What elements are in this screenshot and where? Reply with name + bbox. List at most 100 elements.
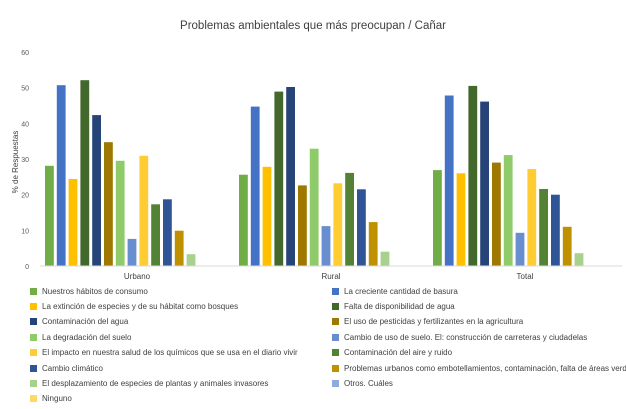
bar bbox=[456, 173, 466, 266]
y-tick-label: 0 bbox=[25, 264, 29, 271]
bar bbox=[433, 170, 442, 266]
bar bbox=[380, 251, 390, 266]
bar bbox=[444, 95, 454, 266]
y-tick-label: 40 bbox=[21, 121, 29, 128]
bar bbox=[139, 155, 149, 266]
bar bbox=[127, 238, 137, 266]
bar bbox=[503, 155, 513, 266]
legend-label: Otros. Cuáles bbox=[344, 378, 393, 388]
legend-swatch bbox=[332, 302, 339, 310]
bar bbox=[492, 162, 501, 266]
legend-item: Contaminación del agua bbox=[30, 315, 128, 329]
legend-label: La extinción de especies y de su hábitat… bbox=[42, 301, 239, 311]
legend-swatch bbox=[332, 379, 339, 387]
legend-item: La creciente cantidad de basura bbox=[332, 284, 458, 298]
legend-label: Falta de disponibilidad de agua bbox=[344, 301, 455, 311]
legend-label: El uso de pesticidas y fertilizantes en … bbox=[344, 317, 524, 327]
legend-swatch bbox=[30, 349, 37, 357]
legend-swatch bbox=[332, 333, 339, 341]
bar bbox=[186, 254, 196, 266]
legend-item: La degradación del suelo bbox=[30, 330, 131, 344]
legend-item: La extinción de especies y de su hábitat… bbox=[30, 299, 238, 313]
bar bbox=[151, 204, 160, 266]
bar bbox=[104, 142, 113, 266]
bar bbox=[262, 166, 272, 266]
legend-swatch bbox=[30, 287, 37, 295]
y-tick-label: 20 bbox=[21, 193, 29, 200]
bar bbox=[468, 85, 478, 267]
bar bbox=[92, 115, 101, 266]
legend-swatch bbox=[30, 379, 37, 387]
legend-label: Cambio de uso de suelo. El: construcción… bbox=[344, 332, 588, 342]
legend-item: Nuestros hábitos de consumo bbox=[30, 284, 148, 298]
bar bbox=[68, 179, 78, 266]
bar bbox=[357, 189, 366, 266]
bar bbox=[480, 101, 489, 266]
chart-title: Problemas ambientales que más preocupan … bbox=[180, 20, 446, 32]
x-tick-label: Total bbox=[517, 272, 534, 281]
legend-item: Problemas urbanos como embotellamientos,… bbox=[332, 361, 626, 375]
bar bbox=[345, 172, 354, 266]
bar bbox=[574, 253, 584, 266]
legend-label: La degradación del suelo bbox=[42, 332, 132, 342]
x-tick-label: Rural bbox=[321, 272, 340, 281]
legend-label: Contaminación del agua bbox=[42, 317, 129, 327]
bar bbox=[368, 222, 378, 266]
legend-item: Cambio de uso de suelo. El: construcción… bbox=[332, 330, 587, 344]
legend-label: El impacto en nuestra salud de los quími… bbox=[42, 348, 298, 358]
legend-swatch bbox=[30, 364, 37, 372]
bar bbox=[298, 185, 307, 266]
bar bbox=[333, 183, 343, 266]
legend-item: Falta de disponibilidad de agua bbox=[332, 299, 455, 313]
legend-label: Cambio climático bbox=[42, 363, 103, 373]
legend-label: El desplazamiento de especies de plantas… bbox=[42, 378, 269, 388]
y-tick-label: 10 bbox=[21, 228, 29, 235]
legend-item: El uso de pesticidas y fertilizantes en … bbox=[332, 315, 523, 329]
legend-swatch bbox=[30, 318, 37, 326]
legend-swatch bbox=[332, 287, 339, 295]
bar bbox=[527, 169, 537, 266]
legend-swatch bbox=[30, 395, 37, 403]
legend-swatch bbox=[332, 349, 339, 357]
bar bbox=[174, 230, 184, 266]
legend-swatch bbox=[30, 333, 37, 341]
legend-label: Nuestros hábitos de consumo bbox=[42, 286, 148, 296]
bar bbox=[163, 199, 172, 266]
y-axis-label: % de Respuestas bbox=[11, 131, 20, 194]
x-tick-label: Urbano bbox=[124, 272, 151, 281]
y-tick-label: 30 bbox=[21, 157, 29, 164]
bar bbox=[539, 189, 548, 266]
legend-label: Problemas urbanos como embotellamientos,… bbox=[344, 363, 626, 373]
legend-swatch bbox=[332, 364, 339, 372]
y-tick-label: 60 bbox=[21, 50, 29, 57]
legend-item: El desplazamiento de especies de plantas… bbox=[30, 376, 268, 390]
y-tick-label: 50 bbox=[21, 86, 29, 93]
legend-swatch bbox=[30, 302, 37, 310]
legend-item: Contaminación del aire y ruido bbox=[332, 346, 452, 360]
bar bbox=[321, 226, 331, 266]
legend-label: La creciente cantidad de basura bbox=[344, 286, 458, 296]
bar bbox=[45, 165, 54, 266]
bar bbox=[551, 194, 560, 266]
bar bbox=[309, 148, 319, 266]
legend-label: Contaminación del aire y ruido bbox=[344, 348, 453, 358]
bar bbox=[250, 106, 260, 266]
legend-item: Otros. Cuáles bbox=[332, 376, 393, 390]
legend-item: Ninguno bbox=[30, 392, 72, 406]
legend-swatch bbox=[332, 318, 339, 326]
legend-item: El impacto en nuestra salud de los quími… bbox=[30, 346, 298, 360]
bar bbox=[115, 160, 125, 266]
bar bbox=[80, 80, 90, 266]
bar bbox=[56, 85, 66, 266]
bar bbox=[562, 226, 572, 266]
bar bbox=[515, 232, 525, 266]
bar bbox=[286, 87, 295, 266]
x-axis-ticks: Urbano Rural Total bbox=[124, 272, 534, 281]
bar bbox=[239, 174, 248, 266]
legend-item: Cambio climático bbox=[30, 361, 103, 375]
y-axis-ticks: 0 10 20 30 40 50 60 bbox=[21, 50, 29, 271]
bars bbox=[45, 80, 584, 267]
bar bbox=[274, 91, 284, 266]
legend-label: Ninguno bbox=[42, 394, 72, 404]
